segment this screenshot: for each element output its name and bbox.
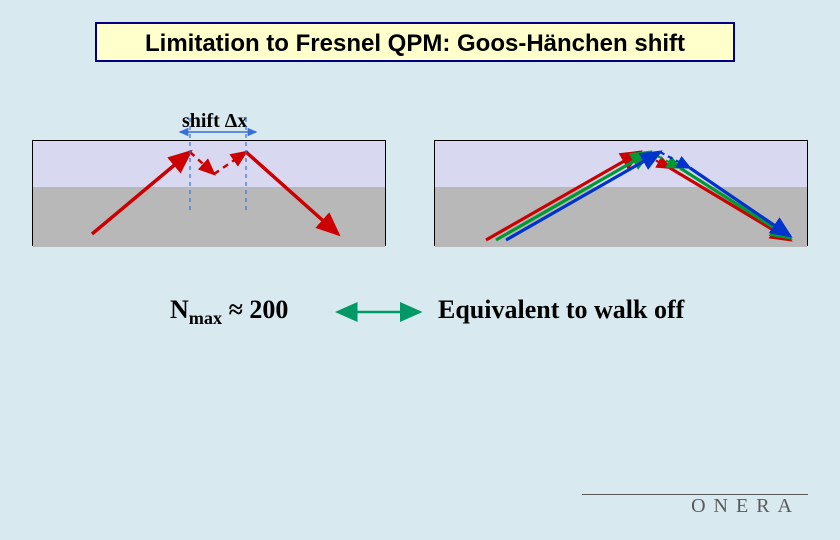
nmax-N: N [170,295,189,324]
right-beam-in-2 [506,152,660,240]
right-beam-out-1 [680,168,790,238]
left-beam-dash-down [190,152,214,174]
left-beam-out [246,152,338,234]
onera-logo-line [582,494,808,495]
nmax-sub: max [189,308,222,328]
onera-logo: ONERA [691,495,800,518]
nmax-formula: Nmax ≈ 200 [170,295,288,329]
right-beam-out-0 [670,168,790,240]
right-beam-in-1 [496,152,650,240]
left-beam-in [92,152,190,234]
right-beam-out-2 [690,168,790,236]
walkoff-text: Equivalent to walk off [438,295,684,325]
left-beam-dash-up [214,152,246,174]
nmax-value: ≈ 200 [222,295,288,324]
diagram-overlay [0,0,840,540]
right-beam-in-0 [486,152,640,240]
